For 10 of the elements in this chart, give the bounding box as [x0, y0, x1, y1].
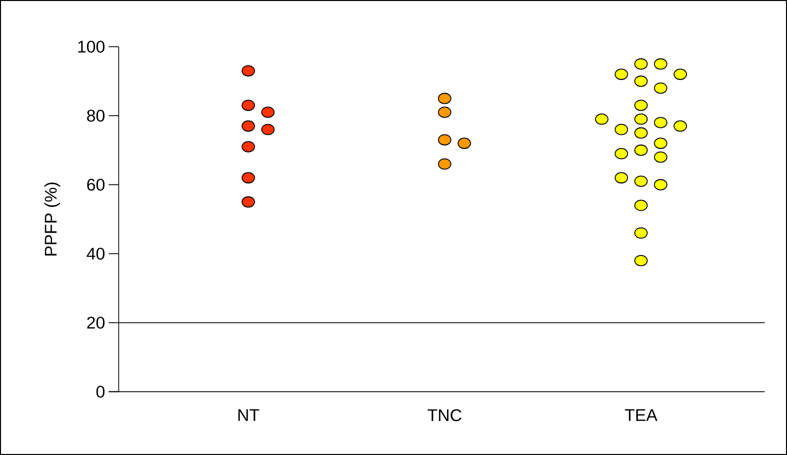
x-tick-label: TEA — [624, 409, 658, 421]
y-axis-title: PPFP (%) — [44, 182, 60, 256]
y-tick-label: 40 — [86, 248, 105, 260]
x-tick-label: TNC — [428, 409, 462, 422]
y-tick-label: 80 — [87, 110, 105, 122]
y-tick-label: 0 — [96, 386, 105, 398]
x-tick-label: NT — [238, 409, 260, 421]
y-tick-label: 20 — [87, 316, 105, 329]
y-tick-label: 100 — [78, 40, 105, 53]
y-tick-label: 60 — [87, 178, 105, 191]
